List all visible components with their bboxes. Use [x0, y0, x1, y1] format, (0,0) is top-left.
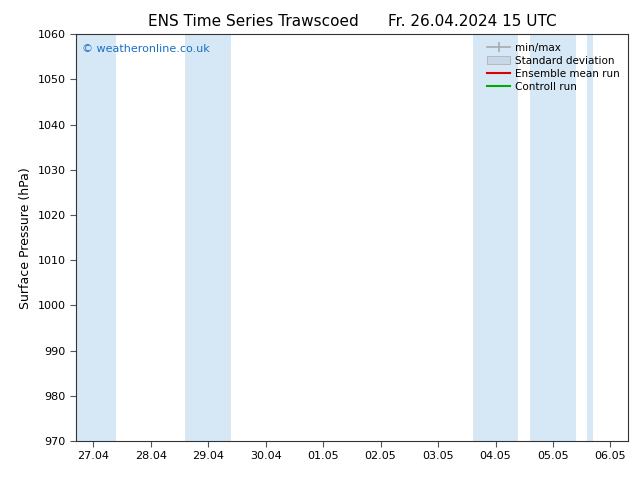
Legend: min/max, Standard deviation, Ensemble mean run, Controll run: min/max, Standard deviation, Ensemble me…: [484, 40, 623, 95]
Title: ENS Time Series Trawscoed      Fr. 26.04.2024 15 UTC: ENS Time Series Trawscoed Fr. 26.04.2024…: [148, 14, 556, 29]
Bar: [530, 34, 576, 441]
Bar: [472, 34, 519, 441]
Y-axis label: Surface Pressure (hPa): Surface Pressure (hPa): [19, 167, 32, 309]
Text: © weatheronline.co.uk: © weatheronline.co.uk: [82, 45, 209, 54]
Bar: [588, 34, 593, 441]
Bar: [70, 34, 116, 441]
Bar: [185, 34, 231, 441]
